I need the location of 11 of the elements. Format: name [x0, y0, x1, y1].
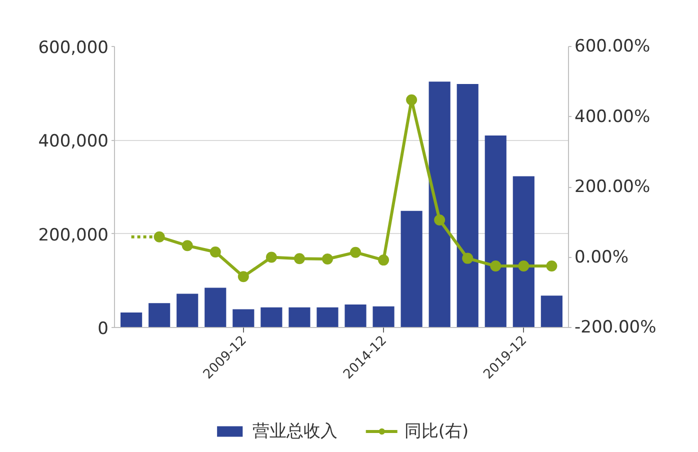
y2-tick-label: 0.00%: [574, 247, 629, 268]
y-tick-label: 200,000: [38, 225, 109, 246]
legend-label: 营业总收入: [252, 420, 338, 442]
y2-tick-label: 400.00%: [574, 106, 650, 127]
y-tick-label: 400,000: [38, 132, 109, 152]
legend-label: 同比(右): [404, 420, 469, 442]
y2-tick-label: 200.00%: [574, 177, 650, 197]
y2-tick-label: 600.00%: [574, 36, 650, 56]
y-tick-label: 0: [98, 319, 109, 339]
y2-tick-label: -200.00%: [574, 318, 656, 338]
y-tick-label: 600,000: [38, 38, 109, 58]
